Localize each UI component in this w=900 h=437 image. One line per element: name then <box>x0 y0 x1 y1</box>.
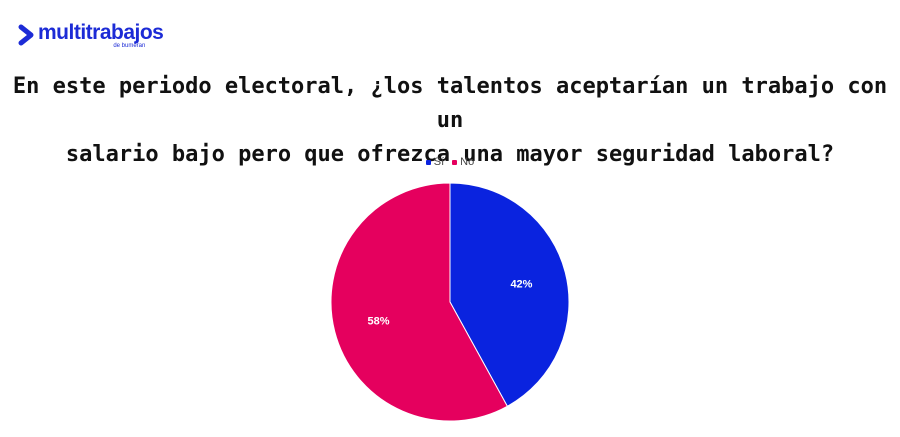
brand-logo: multitrabajos de bumeran <box>18 21 164 49</box>
pie-slice-1 <box>330 182 509 422</box>
chart-title: En este periodo electoral, ¿los talentos… <box>0 70 900 172</box>
legend-swatch <box>452 159 458 165</box>
legend-swatch <box>425 159 431 165</box>
pie-data-label-1: 58% <box>368 315 390 327</box>
chevron-logo-icon <box>18 24 34 46</box>
chart-title-line-1: En este periodo electoral, ¿los talentos… <box>12 74 888 133</box>
pie-data-label-0: 42% <box>510 279 532 291</box>
chart-title-text: En este periodo electoral, ¿los talentos… <box>13 74 887 167</box>
legend-item-1: No <box>452 156 474 168</box>
legend-label: Sí <box>433 156 445 168</box>
brand-subtitle: de bumeran <box>113 43 146 49</box>
chart-title-line-2: salario bajo pero que ofrezca una mayor … <box>65 142 835 167</box>
brand-name: multitrabajos <box>38 21 164 44</box>
pie-slice-0 <box>449 182 570 407</box>
legend-label: No <box>460 156 475 168</box>
legend-item-0: Sí <box>425 156 445 168</box>
chart-legend: Sí No <box>0 156 900 168</box>
